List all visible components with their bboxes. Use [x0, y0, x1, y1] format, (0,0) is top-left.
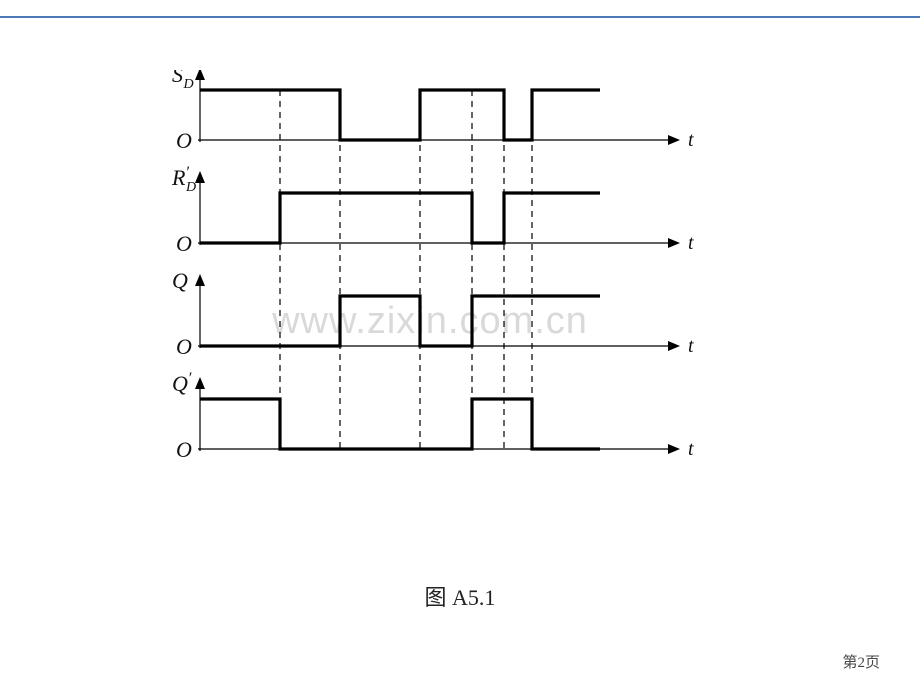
svg-text:O: O	[176, 128, 192, 153]
svg-text:Q′: Q′	[172, 370, 192, 396]
svg-text:O: O	[176, 231, 192, 256]
svg-text:t: t	[688, 438, 694, 460]
svg-text:t: t	[688, 129, 694, 151]
svg-text:t: t	[688, 232, 694, 254]
figure-caption: 图 A5.1	[0, 580, 920, 612]
svg-text:Q: Q	[172, 268, 188, 293]
top-rule	[0, 16, 920, 18]
page-number: 第2页	[842, 651, 880, 672]
timing-diagram: OtS′DOtR′DOtQOtQ′	[130, 70, 730, 530]
svg-text:R′D: R′D	[171, 164, 196, 195]
svg-text:O: O	[176, 437, 192, 462]
svg-text:O: O	[176, 334, 192, 359]
svg-text:S′D: S′D	[172, 70, 194, 92]
svg-text:t: t	[688, 335, 694, 357]
